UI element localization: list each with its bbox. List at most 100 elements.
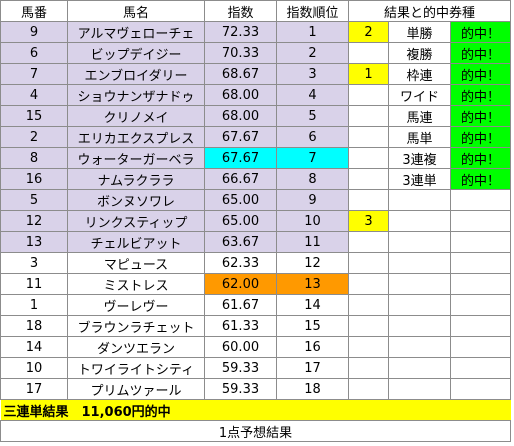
cell-number: 14 [0, 336, 68, 358]
cell-result [348, 357, 389, 379]
cell-result [348, 189, 389, 211]
cell-number: 2 [0, 126, 68, 148]
cell-result [348, 42, 389, 64]
cell-number: 15 [0, 105, 68, 127]
cell-rank: 8 [276, 168, 349, 190]
cell-rank: 14 [276, 294, 349, 316]
cell-hit [450, 315, 511, 337]
cell-name: チェルビアット [67, 231, 205, 253]
cell-rank: 12 [276, 252, 349, 274]
table-row: 9 アルマヴェローチェ 72.33 1 2 単勝 的中！ [0, 21, 511, 43]
cell-rank: 4 [276, 84, 349, 106]
cell-rank: 17 [276, 357, 349, 379]
cell-index: 65.00 [204, 189, 277, 211]
cell-result [348, 231, 389, 253]
cell-bet-type: 単勝 [388, 21, 451, 43]
table-row: 5 ボンヌソワレ 65.00 9 [0, 189, 511, 211]
cell-index: 68.00 [204, 105, 277, 127]
cell-rank: 16 [276, 336, 349, 358]
cell-result: 1 [348, 63, 389, 85]
cell-number: 12 [0, 210, 68, 232]
cell-rank: 7 [276, 147, 349, 169]
cell-hit [450, 294, 511, 316]
cell-result [348, 126, 389, 148]
cell-index: 60.00 [204, 336, 277, 358]
cell-hit: 的中！ [450, 21, 511, 43]
cell-bet-type [388, 336, 451, 358]
footer-row: 1点予想結果 [0, 420, 511, 442]
cell-number: 1 [0, 294, 68, 316]
cell-hit: 的中！ [450, 84, 511, 106]
cell-hit [450, 189, 511, 211]
cell-index: 70.33 [204, 42, 277, 64]
cell-hit [450, 210, 511, 232]
table-row: 3 マピュース 62.33 12 [0, 252, 511, 274]
table-row: 17 プリムツァール 59.33 18 [0, 378, 511, 400]
header-number: 馬番 [0, 0, 68, 22]
table-row: 8 ウォーターガーベラ 67.67 7 3連複 的中！ [0, 147, 511, 169]
cell-hit [450, 378, 511, 400]
cell-result [348, 273, 389, 295]
cell-result [348, 315, 389, 337]
cell-name: プリムツァール [67, 378, 205, 400]
table-row: 16 ナムラクララ 66.67 8 3連単 的中！ [0, 168, 511, 190]
cell-result: 3 [348, 210, 389, 232]
cell-rank: 1 [276, 21, 349, 43]
table-row: 18 ブラウンラチェット 61.33 15 [0, 315, 511, 337]
cell-hit: 的中！ [450, 63, 511, 85]
cell-index: 63.67 [204, 231, 277, 253]
table-row: 15 クリノメイ 68.00 5 馬連 的中！ [0, 105, 511, 127]
cell-number: 5 [0, 189, 68, 211]
cell-name: リンクスティップ [67, 210, 205, 232]
cell-hit: 的中！ [450, 168, 511, 190]
cell-name: マピュース [67, 252, 205, 274]
header-result: 結果と的中券種 [348, 0, 511, 22]
cell-rank: 11 [276, 231, 349, 253]
cell-number: 7 [0, 63, 68, 85]
cell-index: 61.33 [204, 315, 277, 337]
cell-name: ミストレス [67, 273, 205, 295]
cell-index: 68.67 [204, 63, 277, 85]
table-row: 2 エリカエクスプレス 67.67 6 馬単 的中！ [0, 126, 511, 148]
cell-result [348, 84, 389, 106]
cell-index: 59.33 [204, 378, 277, 400]
cell-rank: 13 [276, 273, 349, 295]
cell-index: 68.00 [204, 84, 277, 106]
cell-result [348, 252, 389, 274]
cell-rank: 9 [276, 189, 349, 211]
cell-hit: 的中！ [450, 42, 511, 64]
cell-bet-type: 馬単 [388, 126, 451, 148]
cell-number: 9 [0, 21, 68, 43]
cell-index: 72.33 [204, 21, 277, 43]
cell-index: 67.67 [204, 126, 277, 148]
cell-bet-type [388, 294, 451, 316]
table-row: 1 ヴーレヴー 61.67 14 [0, 294, 511, 316]
cell-number: 16 [0, 168, 68, 190]
cell-result [348, 147, 389, 169]
cell-number: 8 [0, 147, 68, 169]
cell-number: 13 [0, 231, 68, 253]
cell-hit: 的中！ [450, 126, 511, 148]
cell-rank: 2 [276, 42, 349, 64]
footer-label: 1点予想結果 [0, 420, 511, 442]
cell-index: 62.33 [204, 252, 277, 274]
cell-hit [450, 231, 511, 253]
cell-bet-type [388, 189, 451, 211]
cell-result [348, 294, 389, 316]
cell-bet-type: 馬連 [388, 105, 451, 127]
table-row: 13 チェルビアット 63.67 11 [0, 231, 511, 253]
cell-name: ウォーターガーベラ [67, 147, 205, 169]
cell-name: アルマヴェローチェ [67, 21, 205, 43]
table-row: 10 トワイライトシティ 59.33 17 [0, 357, 511, 379]
cell-bet-type: 複勝 [388, 42, 451, 64]
summary-row: 三連単結果 11,060円的中 [0, 399, 511, 421]
trifecta-result-summary: 三連単結果 11,060円的中 [0, 399, 511, 421]
table-row: 12 リンクスティップ 65.00 10 3 [0, 210, 511, 232]
cell-name: ダンツエラン [67, 336, 205, 358]
cell-index: 59.33 [204, 357, 277, 379]
cell-bet-type [388, 252, 451, 274]
cell-name: ビップデイジー [67, 42, 205, 64]
cell-rank: 10 [276, 210, 349, 232]
cell-name: ボンヌソワレ [67, 189, 205, 211]
cell-name: ブラウンラチェット [67, 315, 205, 337]
